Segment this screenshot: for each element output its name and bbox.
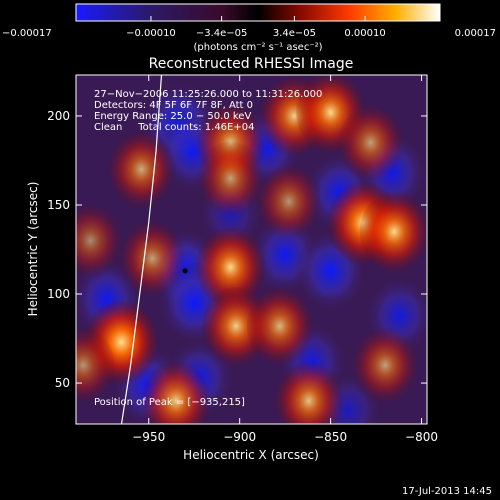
y-tick-label: 150	[47, 198, 70, 212]
annotation-detectors: Detectors: 4F 5F 6F 7F 8F, Att 0	[94, 100, 254, 111]
annotation-energy-range: Energy Range: 25.0 − 50.0 keV	[94, 111, 252, 122]
x-tick-label: −950	[132, 430, 165, 444]
heatmap-positive-blob	[338, 105, 403, 180]
chart-title: Reconstructed RHESSI Image	[149, 56, 354, 72]
x-axis-ticks: −950 −900 −850 −800	[132, 75, 438, 444]
colorbar-ticks: −0.00017 −0.00010 −3.4e−05 3.4e−05 0.00010 0.…	[2, 16, 496, 39]
colorbar-tick-label: −3.4e−05	[196, 28, 248, 39]
heatmap-positive-blob	[196, 227, 266, 307]
heatmap-positive-blob	[198, 141, 263, 216]
plot-frame	[75, 74, 428, 425]
heatmap-blobs	[76, 75, 427, 424]
date-stamp: 17-Jul-2013 14:45	[401, 486, 492, 497]
heatmap-positive-blob	[76, 329, 115, 402]
heatmap-positive-blob	[359, 192, 427, 272]
colorbar-tick-label: −0.00010	[126, 28, 176, 39]
colorbar-tick-label: −0.00017	[2, 28, 52, 39]
heatmap-positive-blob	[246, 288, 313, 365]
x-axis-label: Heliocentric X (arcsec)	[183, 448, 319, 462]
annotation-total-counts: Clean Total counts: 1.46E+04	[94, 122, 255, 133]
colorbar-unit-label: (photons cm⁻² s⁻¹ asec⁻²)	[193, 42, 322, 53]
y-tick-label: 50	[55, 376, 70, 390]
heatmap-positive-blob	[76, 204, 122, 277]
colorbar-tick-label: 0.00017	[455, 28, 496, 39]
peak-marker	[182, 268, 188, 274]
heatmap-positive-blob	[142, 361, 211, 424]
x-tick-label: −850	[314, 430, 347, 444]
y-tick-label: 200	[47, 109, 70, 123]
colorbar	[75, 3, 441, 22]
solar-limb-line	[120, 75, 163, 424]
peak-position-label: Position of Peak = [−935,215]	[94, 397, 245, 408]
annotation-time-range: 27−Nov−2006 11:25:26.000 to 11:31:26.000	[94, 89, 323, 100]
heatmap-positive-blob	[257, 165, 321, 238]
heatmap-positive-blob	[353, 328, 418, 403]
colorbar-tick-label: 0.00010	[344, 28, 385, 39]
x-tick-label: −800	[405, 430, 438, 444]
y-axis-label: Heliocentric Y (arcsec)	[26, 182, 40, 317]
heatmap-positive-blob	[120, 221, 185, 296]
x-tick-label: −900	[223, 430, 256, 444]
colorbar-tick-label: 3.4e−05	[273, 28, 316, 39]
heatmap-positive-blob	[108, 131, 174, 207]
y-axis-ticks: 50 100 150 200	[47, 109, 427, 390]
heatmap-positive-blob	[275, 362, 343, 424]
y-tick-label: 100	[47, 287, 70, 301]
